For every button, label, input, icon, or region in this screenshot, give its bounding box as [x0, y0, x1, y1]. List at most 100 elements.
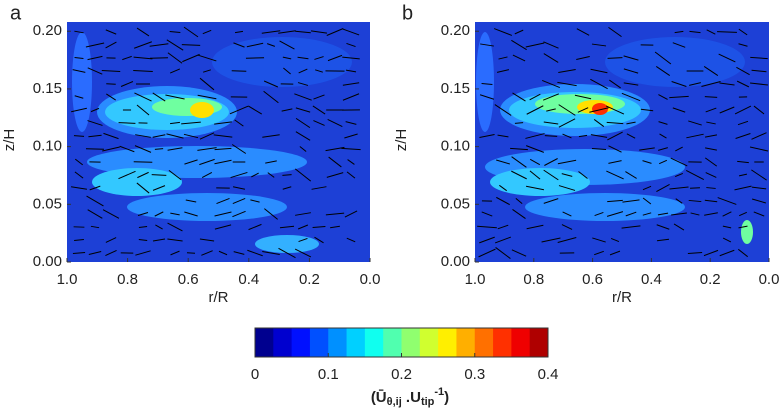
vector-arrow — [199, 238, 215, 242]
vector-arrow — [736, 66, 750, 76]
vector-arrow — [154, 148, 164, 150]
x-tick-label: 0.8 — [117, 271, 138, 288]
vector-arrow — [315, 69, 323, 73]
vector-arrow — [330, 225, 340, 229]
y-axis-label: z/H — [393, 129, 410, 152]
vector-arrow — [512, 54, 526, 62]
vector-arrow — [526, 105, 544, 115]
vector-arrow — [576, 28, 590, 36]
vector-arrow — [704, 157, 718, 167]
x-tick-label: 0.6 — [178, 271, 199, 288]
vector-arrow — [199, 77, 215, 91]
vector-arrow — [605, 105, 625, 115]
vector-arrow — [169, 68, 181, 74]
vector-arrow — [183, 26, 199, 38]
colorbar-tick-label: 0.4 — [538, 366, 559, 383]
vector-arrow — [214, 159, 232, 165]
vector-arrow — [342, 56, 360, 60]
vector-arrow — [133, 56, 153, 60]
vector-arrow — [639, 147, 655, 151]
label-part: tip — [421, 396, 435, 408]
vector-arrow — [562, 211, 572, 217]
vector-arrow — [689, 82, 701, 86]
vector-arrow — [74, 57, 84, 59]
vector-arrow — [673, 223, 685, 231]
vector-arrow — [312, 226, 326, 228]
vector-arrow — [658, 121, 668, 125]
vector-arrow — [312, 105, 326, 115]
vector-arrow — [135, 134, 151, 138]
vector-arrow — [166, 133, 184, 139]
y-tick-label: 0.10 — [441, 138, 470, 155]
vector-arrow — [479, 94, 495, 100]
vector-arrow — [658, 159, 668, 165]
y-tick-label: 0.20 — [441, 22, 470, 39]
vector-arrow — [481, 83, 493, 85]
vector-arrow — [73, 135, 85, 137]
vector-arrow — [525, 42, 545, 48]
vector-arrow — [181, 121, 201, 125]
vector-arrow — [642, 212, 652, 216]
colorbar-tick-label: 0.2 — [391, 366, 412, 383]
vector-arrow — [295, 30, 311, 34]
vector-arrow — [717, 197, 737, 205]
vector-arrow — [203, 69, 211, 73]
vector-arrow — [753, 211, 765, 217]
vector-arrow — [496, 69, 510, 73]
vector-arrow — [310, 30, 328, 34]
vector-arrow — [345, 121, 357, 125]
vector-arrow — [737, 248, 749, 258]
vector-arrow — [88, 134, 102, 138]
vector-arrow — [655, 65, 671, 77]
vector-arrow — [136, 182, 150, 194]
x-tick-label: 1.0 — [57, 271, 78, 288]
vector-arrow — [342, 82, 360, 86]
vector-arrow — [722, 225, 732, 229]
vector-arrow — [345, 69, 357, 73]
vector-arrow — [278, 247, 296, 259]
vector-arrow — [719, 249, 735, 257]
vector-arrow — [133, 161, 153, 163]
vector-arrow — [544, 158, 558, 166]
vector-arrow — [525, 145, 545, 153]
vector-arrow — [197, 54, 217, 62]
vector-arrow — [197, 147, 217, 151]
vector-arrow — [299, 146, 307, 152]
vector-arrow — [510, 147, 528, 151]
vector-arrow — [738, 173, 748, 177]
vector-arrow — [706, 187, 716, 189]
vector-arrow — [167, 222, 183, 232]
vector-arrow — [672, 42, 686, 48]
vector-arrow — [690, 187, 700, 189]
vector-arrow — [512, 92, 526, 102]
vector-arrow — [184, 211, 198, 217]
vector-arrow — [342, 93, 360, 101]
vector-arrow — [87, 209, 103, 219]
vector-arrow — [341, 147, 361, 151]
vector-arrow — [344, 210, 358, 218]
vector-arrow — [675, 146, 683, 152]
vector-arrow — [138, 239, 148, 241]
vector-arrow — [106, 83, 116, 85]
contour-field — [475, 22, 769, 262]
vector-arrow — [498, 56, 508, 60]
vector-arrow — [590, 134, 608, 138]
vector-arrow — [591, 43, 607, 47]
vector-arrow — [719, 106, 735, 114]
vector-arrow — [751, 69, 767, 73]
vector-arrow — [327, 118, 343, 128]
vector-arrow — [86, 195, 104, 207]
vector-arrow — [278, 30, 296, 34]
vector-arrow — [751, 198, 767, 204]
vector-arrow — [313, 94, 325, 100]
vector-arrow — [118, 170, 136, 180]
vector-arrow — [170, 121, 180, 125]
vector-arrow — [654, 51, 672, 65]
vector-arrow — [704, 199, 718, 203]
vector-arrow — [737, 120, 749, 126]
vector-arrow — [607, 57, 623, 59]
vector-arrow — [103, 132, 119, 140]
vector-arrow — [232, 210, 246, 218]
y-tick-label: 0.20 — [33, 22, 62, 39]
vector-arrow — [346, 237, 356, 243]
